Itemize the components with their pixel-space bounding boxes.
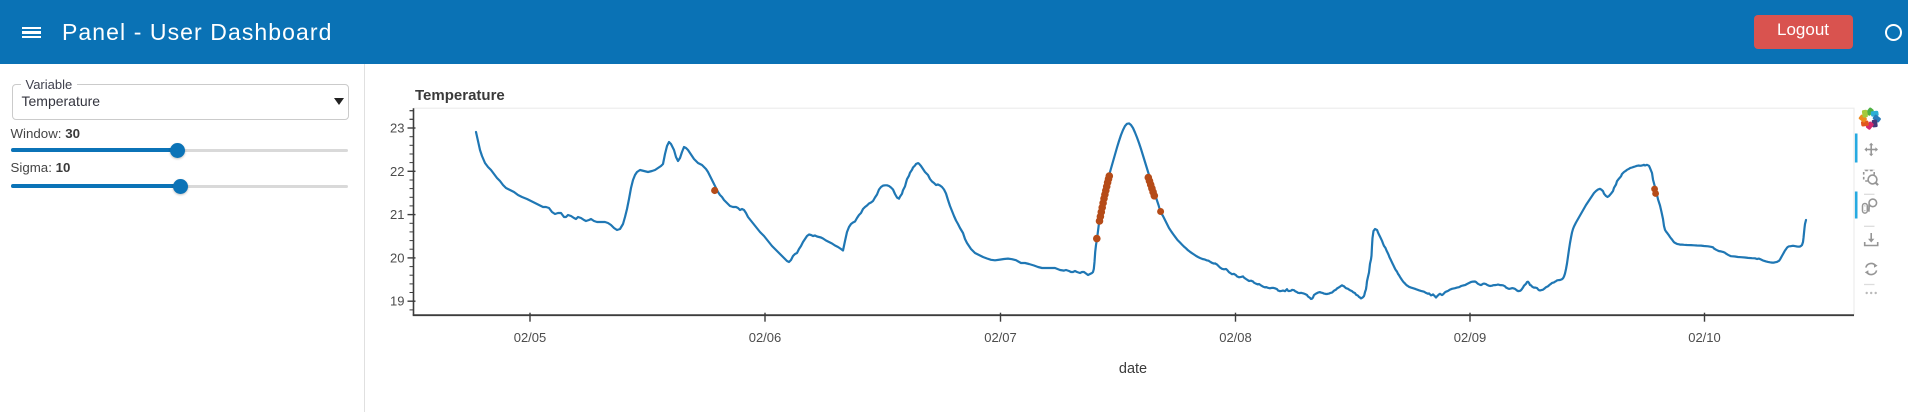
svg-text:21: 21 <box>390 207 404 222</box>
svg-text:22: 22 <box>390 164 404 179</box>
svg-text:20: 20 <box>390 250 404 265</box>
svg-text:02/06: 02/06 <box>749 330 782 345</box>
svg-text:02/08: 02/08 <box>1219 330 1252 345</box>
svg-text:23: 23 <box>390 121 404 136</box>
svg-text:Temperature: Temperature <box>415 87 505 104</box>
svg-text:02/07: 02/07 <box>984 330 1017 345</box>
svg-text:date: date <box>1119 361 1147 377</box>
svg-text:02/10: 02/10 <box>1688 330 1721 345</box>
svg-text:02/05: 02/05 <box>514 330 547 345</box>
svg-text:02/09: 02/09 <box>1454 330 1487 345</box>
svg-text:19: 19 <box>390 294 404 309</box>
